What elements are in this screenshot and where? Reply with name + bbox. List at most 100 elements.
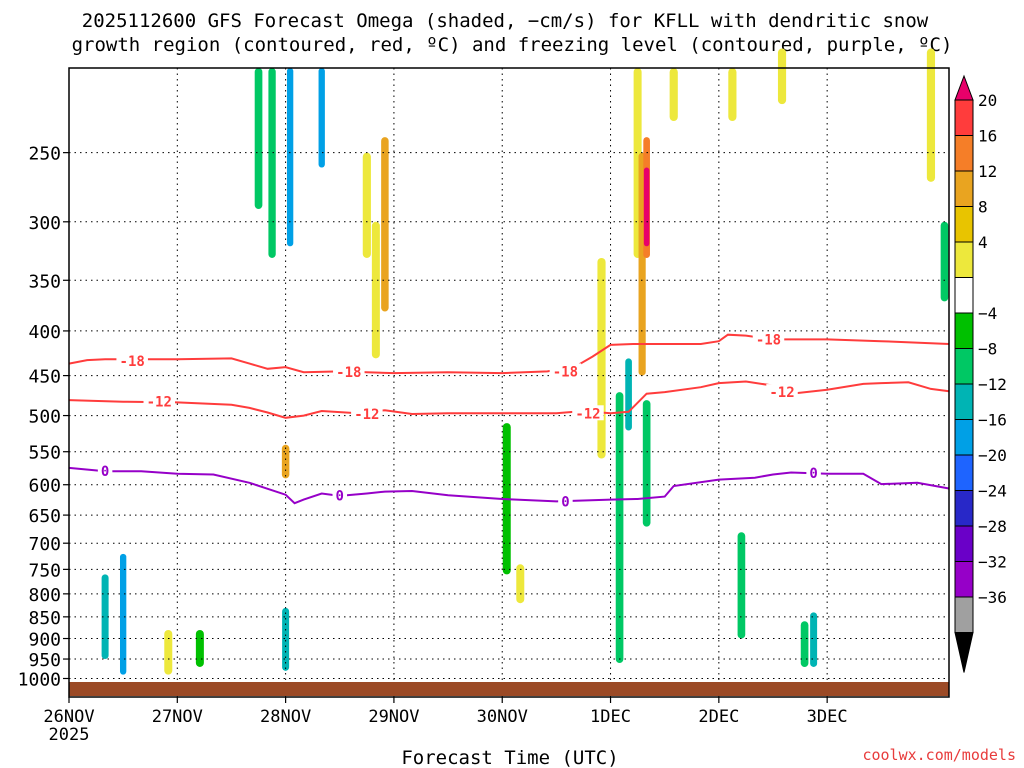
x-tick-label: 30NOV bbox=[477, 707, 528, 727]
omega-cell bbox=[371, 221, 380, 359]
x-tick-label: 26NOV bbox=[43, 707, 94, 727]
colorbar-segment bbox=[954, 135, 974, 172]
contour-label-bg bbox=[332, 487, 348, 503]
contour-label: 0 bbox=[336, 488, 344, 504]
contour-line bbox=[68, 333, 950, 375]
contour-label: -18 bbox=[553, 364, 578, 380]
colorbar-label: 4 bbox=[978, 233, 988, 252]
colorbar-label: 16 bbox=[978, 127, 997, 146]
y-tick-label: 600 bbox=[28, 476, 61, 497]
omega-cell bbox=[728, 68, 737, 122]
colorbar-segment bbox=[954, 206, 974, 243]
contour-label-bg bbox=[766, 384, 798, 400]
y-tick-label: 850 bbox=[28, 608, 61, 629]
omega-cell bbox=[381, 137, 389, 312]
x-tick-label: 1DEC bbox=[590, 707, 631, 727]
plot-background bbox=[69, 68, 949, 697]
omega-cell bbox=[643, 167, 650, 247]
x-axis-label: Forecast Time (UTC) bbox=[401, 747, 618, 768]
contour-line bbox=[68, 466, 950, 505]
omega-cell bbox=[737, 532, 746, 639]
contour-label: -12 bbox=[769, 385, 794, 401]
colorbar-segment bbox=[954, 525, 974, 562]
contour-label: -18 bbox=[336, 365, 361, 381]
y-tick-label: 700 bbox=[28, 534, 61, 555]
plot-frame bbox=[68, 67, 950, 698]
colorbar-label: −24 bbox=[978, 482, 1007, 501]
colorbar-segment bbox=[954, 561, 974, 598]
omega-cell bbox=[777, 48, 787, 105]
colorbar-label: −12 bbox=[978, 375, 1007, 394]
y-tick-label: 300 bbox=[28, 213, 61, 234]
y-tick-label: 450 bbox=[28, 367, 61, 388]
credit-text: coolwx.com/models bbox=[862, 746, 1016, 764]
x-tick-label: 2DEC bbox=[698, 707, 739, 727]
chart-title-line1: 2025112600 GFS Forecast Omega (shaded, −… bbox=[82, 10, 929, 32]
contour-label: -18 bbox=[120, 354, 145, 370]
contour-label-bg bbox=[752, 331, 785, 347]
contour-label: -12 bbox=[354, 407, 379, 423]
colorbar-bottom-arrow bbox=[954, 632, 974, 673]
colorbar-segment bbox=[954, 419, 974, 456]
contour-label: -18 bbox=[756, 332, 781, 348]
contour-label-bg bbox=[333, 364, 365, 380]
x-tick-label: 28NOV bbox=[260, 707, 311, 727]
colorbar-label: −4 bbox=[978, 304, 997, 323]
omega-cell bbox=[268, 68, 276, 258]
x-tick-label: 3DEC bbox=[807, 707, 848, 727]
omega-cell bbox=[597, 257, 606, 459]
y-tick-label: 500 bbox=[28, 407, 61, 428]
colorbar-segment bbox=[954, 99, 974, 136]
omega-cell bbox=[254, 68, 263, 209]
omega-cell bbox=[281, 444, 290, 479]
colorbar-segment bbox=[954, 348, 974, 385]
contour-label: 0 bbox=[101, 464, 109, 480]
chart-title-line2: growth region (contoured, red, ºC) and f… bbox=[72, 34, 953, 56]
colorbar-segment bbox=[954, 277, 974, 314]
omega-cell bbox=[940, 221, 949, 302]
colorbar: 20 16 12 8 4 −4 −8 −12 −16 −20 −24 −28 −32 −36 bbox=[954, 74, 1007, 673]
colorbar-segment bbox=[954, 490, 974, 527]
y-tick-label: 250 bbox=[28, 144, 61, 165]
contour-label-bg bbox=[351, 406, 383, 422]
y-axis: 2503003504004505005506006507007508008509… bbox=[18, 144, 69, 690]
x-tick-label: 29NOV bbox=[368, 707, 419, 727]
x-tick-label: 27NOV bbox=[152, 707, 203, 727]
y-tick-label: 1000 bbox=[18, 669, 61, 690]
colorbar-segment bbox=[954, 170, 974, 207]
y-tick-label: 550 bbox=[28, 443, 61, 464]
colorbar-label: 20 bbox=[978, 91, 997, 110]
colorbar-label: −28 bbox=[978, 517, 1007, 536]
omega-cell bbox=[119, 553, 127, 675]
colorbar-segment bbox=[954, 312, 974, 349]
omega-cell bbox=[164, 630, 173, 675]
omega-cell bbox=[669, 68, 678, 122]
omega-cell bbox=[642, 400, 651, 527]
gridlines bbox=[69, 68, 949, 697]
omega-cell bbox=[625, 358, 632, 431]
colorbar-label: −20 bbox=[978, 446, 1007, 465]
omega-cell bbox=[926, 48, 936, 182]
contour-label-bg bbox=[116, 352, 148, 368]
colorbar-segment bbox=[954, 383, 974, 420]
plot-area: -18 -18 -18 -18 -12 -12 -12 -12 0 0 0 0 bbox=[68, 48, 950, 698]
colorbar-segment bbox=[954, 596, 974, 633]
temperature-contours: -18 -18 -18 -18 -12 -12 -12 -12 0 0 0 0 bbox=[68, 331, 950, 510]
omega-cell bbox=[516, 564, 525, 604]
y-tick-label: 350 bbox=[28, 271, 61, 292]
colorbar-label: 8 bbox=[978, 198, 988, 217]
colorbar-label: −32 bbox=[978, 553, 1007, 572]
y-tick-label: 950 bbox=[28, 650, 61, 671]
colorbar-top-arrow bbox=[954, 74, 974, 101]
y-tick-label: 800 bbox=[28, 585, 61, 606]
omega-cell bbox=[318, 68, 325, 168]
colorbar-segment bbox=[954, 241, 974, 278]
y-tick-label: 900 bbox=[28, 630, 61, 651]
contour-label-bg bbox=[806, 465, 821, 481]
y-tick-label: 750 bbox=[28, 560, 61, 581]
colorbar-label: 12 bbox=[978, 162, 997, 181]
contour-label: -12 bbox=[575, 406, 600, 422]
contour-label-bg bbox=[558, 493, 573, 509]
contour-label: -12 bbox=[147, 395, 172, 411]
